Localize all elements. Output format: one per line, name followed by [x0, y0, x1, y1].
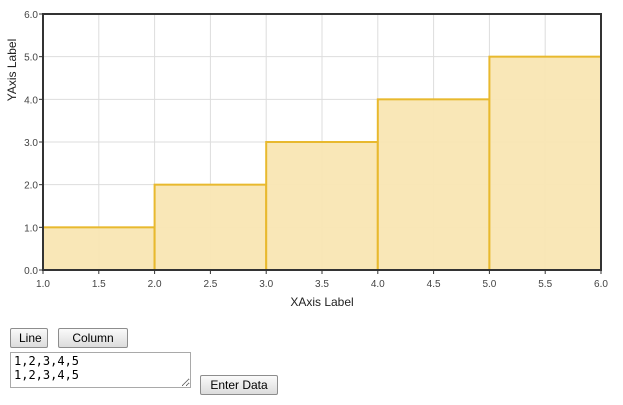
column-button[interactable]: Column	[58, 328, 128, 348]
x-tick-label: 2.5	[203, 279, 217, 290]
x-tick-label: 5.0	[482, 279, 496, 290]
y-tick-label: 5.0	[24, 53, 38, 64]
y-tick-label: 1.0	[24, 223, 38, 234]
data-input[interactable]	[10, 352, 191, 388]
bar-2	[153, 183, 268, 272]
x-tick-label: 6.0	[594, 279, 608, 290]
column-chart: 1.0 1.5 2.0 2.5 3.0 3.5 4.0 4.5 5.0 5.5 6.0 0.01.0…	[5, 10, 608, 309]
y-tick-label: 3.0	[24, 138, 38, 149]
bar-4	[376, 98, 491, 272]
x-tick-label: 3.5	[315, 279, 329, 290]
line-button[interactable]: Line	[10, 328, 48, 348]
bar-1	[42, 226, 156, 271]
y-axis-label: YAxis Label	[5, 39, 19, 101]
x-axis-label: XAxis Label	[290, 295, 353, 309]
chart-controls: Line Column Enter Data	[10, 327, 610, 399]
x-tick-label: 5.5	[538, 279, 552, 290]
x-tick-label: 1.0	[36, 279, 50, 290]
y-tick-label: 2.0	[24, 181, 38, 192]
y-tick-label: 0.0	[24, 266, 38, 277]
bar-5	[488, 55, 602, 271]
enter-data-button[interactable]: Enter Data	[200, 375, 278, 395]
x-tick-label: 4.0	[371, 279, 385, 290]
chart: 1.0 1.5 2.0 2.5 3.0 3.5 4.0 4.5 5.0 5.5 6.0 0.0 1.0…	[5, 10, 608, 309]
x-tick-label: 1.5	[92, 279, 106, 290]
x-tick-label: 3.0	[259, 279, 273, 290]
x-tick-label: 4.5	[427, 279, 441, 290]
y-tick-label: 4.0	[24, 95, 38, 106]
y-tick-label: 6.0	[24, 10, 38, 21]
x-axis-ticks: 1.0 1.5 2.0 2.5 3.0 3.5 4.0 4.5 5.0 5.5 6.0	[36, 270, 608, 290]
x-tick-label: 2.0	[148, 279, 162, 290]
y-axis-ticks: 0.0 1.0 2.0 3.0 4.0 5.0 6.0	[24, 10, 43, 277]
bar-3	[265, 141, 379, 271]
